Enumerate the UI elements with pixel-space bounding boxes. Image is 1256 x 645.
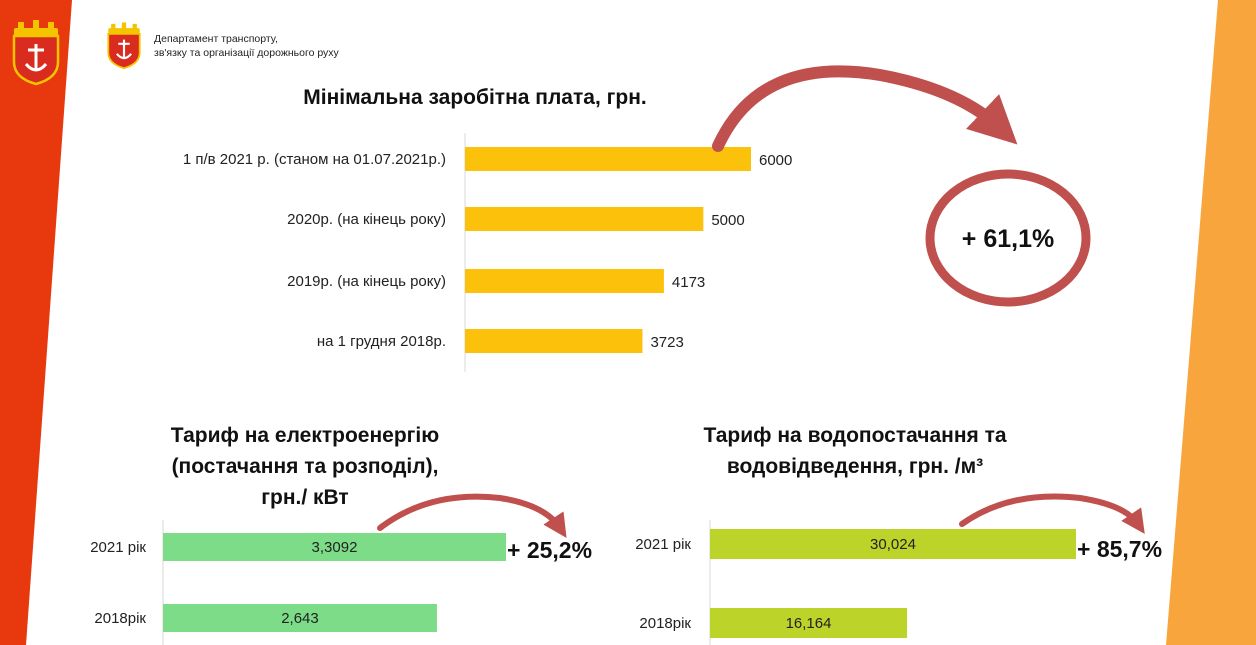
min-wage-category-label-2: 2019р. (на кінець року) <box>287 273 446 290</box>
water-growth-label: + 85,7% <box>1077 536 1162 562</box>
electricity-title-line-2: (постачання та розподіл), <box>171 455 439 478</box>
left-red-band <box>0 0 72 645</box>
electricity-chart-title: Тариф на електроенергію (постачання та р… <box>120 420 490 513</box>
electricity-bar-0 <box>163 533 506 561</box>
water-bar-1 <box>710 608 908 638</box>
water-value-label-0: 30,024 <box>870 536 916 553</box>
department-emblem-icon <box>107 22 141 70</box>
department-line-1: Департамент транспорту, <box>154 33 278 45</box>
electricity-value-label-1: 2,643 <box>281 610 319 627</box>
min-wage-value-label-0: 6000 <box>759 152 792 169</box>
min-wage-value-label-3: 3723 <box>650 334 683 351</box>
min-wage-category-label-1: 2020р. (на кінець року) <box>287 211 446 228</box>
min-wage-value-label-1: 5000 <box>711 212 744 229</box>
electricity-bar-1 <box>163 604 437 632</box>
min-wage-growth-label: + 61,1% <box>962 225 1054 253</box>
electricity-category-label-0: 2021 рік <box>90 539 146 556</box>
department-line-2: зв'язку та організації дорожнього руху <box>154 47 339 59</box>
electricity-growth-arrow <box>377 493 567 539</box>
right-orange-band <box>1166 0 1256 645</box>
min-wage-growth-circle <box>925 169 1091 307</box>
min-wage-category-label-0: 1 п/в 2021 р. (станом на 01.07.2021р.) <box>183 151 446 168</box>
min-wage-bar-0 <box>465 147 751 171</box>
department-name: Департамент транспорту, зв'язку та орган… <box>154 32 339 60</box>
min-wage-bar-1 <box>465 207 704 231</box>
water-value-label-1: 16,164 <box>786 615 832 632</box>
min-wage-growth-arrow <box>712 65 1018 152</box>
water-title-line-1: Тариф на водопостачання та <box>703 424 1007 447</box>
water-chart-title: Тариф на водопостачання та водовідведенн… <box>650 420 1060 482</box>
min-wage-bar-3 <box>465 329 643 353</box>
electricity-category-label-1: 2018рік <box>94 610 146 627</box>
electricity-title-line-1: Тариф на електроенергію <box>170 424 440 447</box>
water-bar-0 <box>710 529 1076 559</box>
water-category-label-1: 2018рік <box>639 615 691 632</box>
electricity-growth-label: + 25,2% <box>507 537 592 563</box>
water-category-label-0: 2021 рік <box>635 536 691 553</box>
min-wage-value-label-2: 4173 <box>672 274 705 291</box>
min-wage-category-label-3: на 1 грудня 2018р. <box>317 333 446 350</box>
electricity-value-label-0: 3,3092 <box>312 539 358 556</box>
min-wage-chart-title: Мінімальна заробітна плата, грн. <box>303 86 647 109</box>
water-growth-arrow <box>959 493 1145 534</box>
coat-of-arms-icon <box>12 20 60 86</box>
water-title-line-2: водовідведення, грн. /м³ <box>726 455 984 478</box>
min-wage-bar-2 <box>465 269 664 293</box>
electricity-title-line-3: грн./ кВт <box>261 486 349 509</box>
